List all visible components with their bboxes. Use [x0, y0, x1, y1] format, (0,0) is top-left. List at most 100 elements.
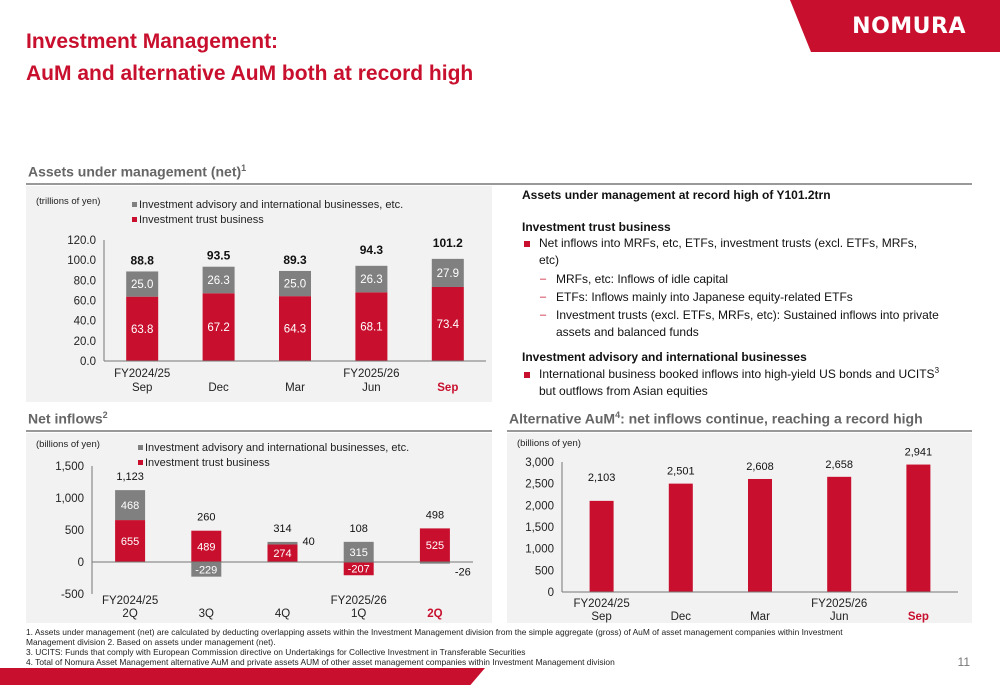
data-label-investment-trust: 274 [273, 548, 291, 560]
itb-bullet-line1: Net inflows into MRFs, etc, ETFs, invest… [539, 236, 918, 250]
data-label-advisory: 315 [350, 547, 368, 559]
y-tick-label: 1,000 [55, 493, 84, 505]
data-label-investment-trust: 64.3 [284, 324, 306, 336]
y-tick-label: 2,000 [525, 500, 554, 512]
y-tick-label: 0.0 [80, 356, 96, 368]
data-label-investment-trust: 655 [121, 536, 139, 548]
itb-heading: Investment trust business [522, 220, 671, 234]
page-title-line2: AuM and alternative AuM both at record h… [26, 62, 474, 85]
bar-alternative-aum [668, 483, 693, 592]
bar-investment-trust [191, 530, 222, 562]
footnote-1-line1: 1. Assets under management (net) are cal… [26, 627, 843, 637]
itb-sub3-line2: assets and balanced funds [556, 325, 699, 339]
data-label-advisory: -26 [455, 567, 471, 579]
data-label-advisory: 27.9 [437, 268, 459, 280]
data-label-total: 498 [426, 509, 444, 521]
y-tick-label: 100.0 [67, 255, 96, 267]
x-tick-label: Mar [285, 382, 305, 394]
commentary-headline: Assets under management at record high o… [522, 188, 831, 202]
x-tick-label: Jun [362, 382, 381, 394]
data-label-investment-trust: 525 [426, 540, 444, 552]
data-label-investment-trust: 73.4 [437, 319, 460, 331]
x-fiscal-year-label: FY2025/26 [811, 598, 867, 610]
data-label-advisory: -229 [195, 564, 217, 576]
aum-chart: (trillions of yen) Investment advisory an… [36, 196, 486, 394]
inflows-section-title: Net inflows2 [28, 410, 108, 427]
data-label: 2,103 [588, 472, 616, 484]
iaib-bullet-line1: International business booked inflows in… [539, 366, 940, 381]
alt-divider [507, 430, 972, 432]
data-label-total: 1,123 [116, 471, 144, 483]
page-title-line1: Investment Management: [26, 30, 279, 53]
x-tick-label: Jun [830, 611, 849, 623]
bullet-marker [524, 372, 530, 378]
aum-section-title: Assets under management (net)1 [28, 163, 247, 180]
y-tick-label: 3,000 [525, 457, 554, 469]
bar-advisory-international [343, 541, 374, 562]
y-tick-label: 120.0 [67, 235, 96, 247]
x-tick-label: 2Q [122, 608, 137, 620]
bar-advisory-international [126, 271, 159, 297]
bar-advisory-international [419, 562, 450, 564]
data-label-investment-trust: 67.2 [207, 322, 229, 334]
y-tick-label: 0 [78, 557, 84, 569]
data-label: 2,658 [825, 459, 853, 471]
alt-chart: (billions of yen) 0 500 1,000 1,500 2,000 2,50… [517, 438, 958, 623]
dash-marker: – [540, 309, 547, 321]
data-label-advisory: 26.3 [207, 275, 229, 287]
data-label-advisory: 25.0 [284, 279, 306, 291]
bar-investment-trust [126, 296, 159, 361]
y-tick-label: -500 [61, 589, 84, 601]
bar-alternative-aum [589, 500, 614, 592]
aum-divider [26, 183, 972, 185]
bar-advisory-international [115, 490, 146, 521]
bullet-marker [524, 241, 530, 247]
data-label-total: 89.3 [283, 253, 307, 267]
itb-sub1: MRFs, etc: Inflows of idle capital [556, 272, 729, 286]
bar-investment-trust [431, 286, 464, 361]
data-label: 2,608 [746, 461, 774, 473]
alt-section-title: Alternative AuM4: net inflows continue, … [509, 410, 923, 427]
bar-investment-trust [115, 520, 146, 562]
bar-investment-trust [343, 562, 374, 576]
data-label-total: 88.8 [131, 253, 155, 267]
inflows-chart: (billions of yen) Investment advisory and… [36, 439, 473, 620]
data-label-total: 108 [350, 523, 368, 535]
bar-advisory-international [431, 258, 464, 287]
unit-label: (trillions of yen) [36, 196, 100, 207]
x-fiscal-year-label: FY2024/25 [114, 368, 170, 380]
data-label-total: 101.2 [433, 236, 463, 250]
x-tick-label: 1Q [351, 608, 366, 620]
alt-chart-panel: (billions of yen) 0 500 1,000 1,500 2,000 2,50… [507, 433, 972, 623]
data-label-total: 260 [197, 512, 215, 524]
data-label-investment-trust: 489 [197, 541, 215, 553]
x-fiscal-year-label: FY2024/25 [573, 598, 629, 610]
bar-alternative-aum [748, 478, 772, 592]
legend-swatch [132, 202, 137, 207]
dash-marker: – [540, 273, 547, 285]
bar-investment-trust [202, 293, 235, 361]
data-label-investment-trust: -207 [348, 564, 370, 576]
dash-marker: – [540, 291, 547, 303]
x-tick-label: Sep [908, 611, 929, 623]
bar-alternative-aum [906, 464, 931, 592]
footnote-4: 4. Total of Nomura Asset Management alte… [26, 657, 615, 667]
data-label-advisory: 468 [121, 500, 139, 512]
footnote-3: 3. UCITS: Funds that comply with Europea… [26, 647, 526, 657]
y-tick-label: 80.0 [74, 275, 96, 287]
data-label-investment-trust: 68.1 [360, 322, 382, 334]
page-number: 11 [957, 655, 970, 669]
x-tick-label: Sep [591, 611, 611, 623]
y-tick-label: 20.0 [74, 336, 96, 348]
bar-advisory-international [191, 562, 222, 577]
bar-investment-trust [267, 544, 298, 562]
y-tick-label: 60.0 [74, 296, 96, 308]
data-label-investment-trust: 63.8 [131, 324, 153, 336]
y-tick-label: 0 [548, 587, 554, 599]
x-tick-label: 2Q [427, 608, 442, 620]
legend-label: Investment advisory and international bu… [139, 199, 403, 211]
unit-label: (billions of yen) [517, 438, 581, 449]
y-tick-label: 500 [65, 525, 84, 537]
legend-swatch [132, 217, 137, 222]
unit-label: (billions of yen) [36, 439, 100, 450]
